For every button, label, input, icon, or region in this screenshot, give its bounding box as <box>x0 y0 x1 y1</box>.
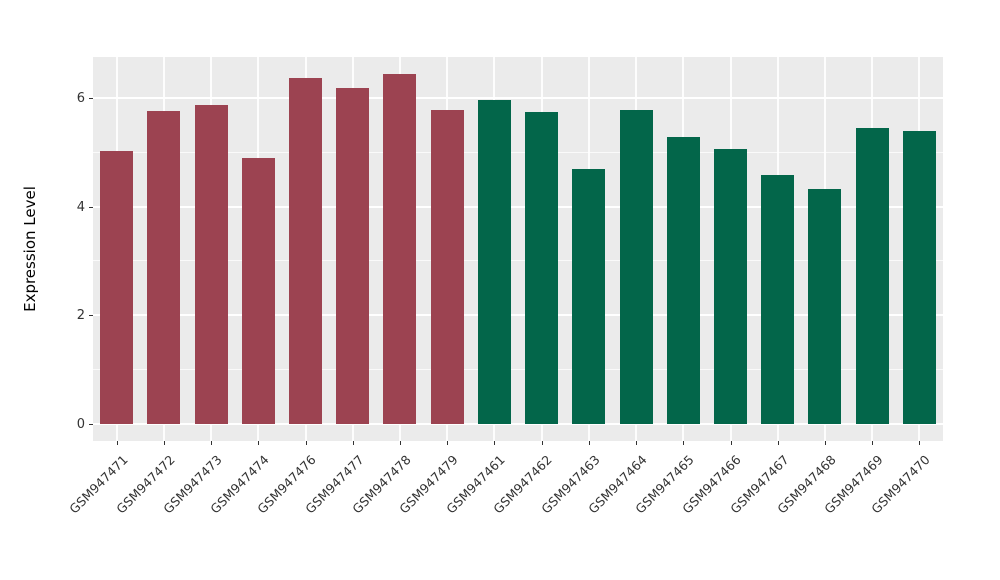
x-tick-mark <box>588 441 590 445</box>
bar-GSM947478 <box>383 73 417 424</box>
x-tick-mark <box>258 441 260 445</box>
y-tick-mark <box>89 98 93 99</box>
x-tick-mark <box>447 441 449 445</box>
x-tick-mark <box>636 441 638 445</box>
plot-panel <box>93 57 943 441</box>
x-tick-mark <box>919 441 921 445</box>
bar-GSM947467 <box>761 175 795 424</box>
x-tick-mark <box>352 441 354 445</box>
x-tick-label: GSM947470 <box>722 449 933 516</box>
bar-GSM947471 <box>100 150 134 424</box>
y-tick-mark <box>89 423 93 425</box>
bar-GSM947463 <box>572 169 606 424</box>
x-tick-mark <box>116 441 118 445</box>
x-tick-mark <box>494 441 496 445</box>
x-tick-mark <box>211 441 213 445</box>
bar-GSM947461 <box>477 99 511 424</box>
major-gridline <box>93 97 943 99</box>
x-tick-mark <box>399 441 401 445</box>
y-tick-label: 2 <box>76 308 85 323</box>
bar-GSM947477 <box>336 88 370 424</box>
x-tick-mark <box>163 441 165 445</box>
y-tick-label: 4 <box>76 199 85 215</box>
x-tick-mark <box>683 441 685 445</box>
bar-GSM947473 <box>194 104 228 424</box>
bar-GSM947462 <box>525 112 559 424</box>
bar-GSM947468 <box>808 188 842 424</box>
x-tick-mark <box>872 441 874 445</box>
y-tick-mark <box>89 315 93 316</box>
minor-gridline <box>93 368 943 370</box>
x-tick-mark <box>730 441 732 445</box>
minor-gridline <box>93 260 943 262</box>
bar-GSM947472 <box>147 111 181 424</box>
minor-gridline <box>93 151 943 153</box>
bar-GSM947465 <box>666 137 700 424</box>
x-tick-mark <box>305 441 307 445</box>
bar-GSM947464 <box>619 109 653 424</box>
major-gridline <box>93 422 943 425</box>
major-gridline <box>93 205 943 208</box>
bar-GSM947466 <box>714 149 747 424</box>
major-gridline <box>93 314 943 316</box>
bar-GSM947479 <box>430 109 464 424</box>
y-tick-mark <box>89 206 93 208</box>
y-tick-label: 0 <box>76 416 85 432</box>
x-tick-label-text: GSM947470 <box>868 452 933 517</box>
y-tick-label: 6 <box>76 91 85 106</box>
bar-GSM947469 <box>855 128 889 424</box>
bar-GSM947470 <box>902 130 936 424</box>
bar-GSM947474 <box>241 157 275 424</box>
x-tick-mark <box>777 441 779 445</box>
x-tick-mark <box>824 441 826 445</box>
x-tick-mark <box>541 441 543 445</box>
bar-GSM947476 <box>289 77 322 424</box>
